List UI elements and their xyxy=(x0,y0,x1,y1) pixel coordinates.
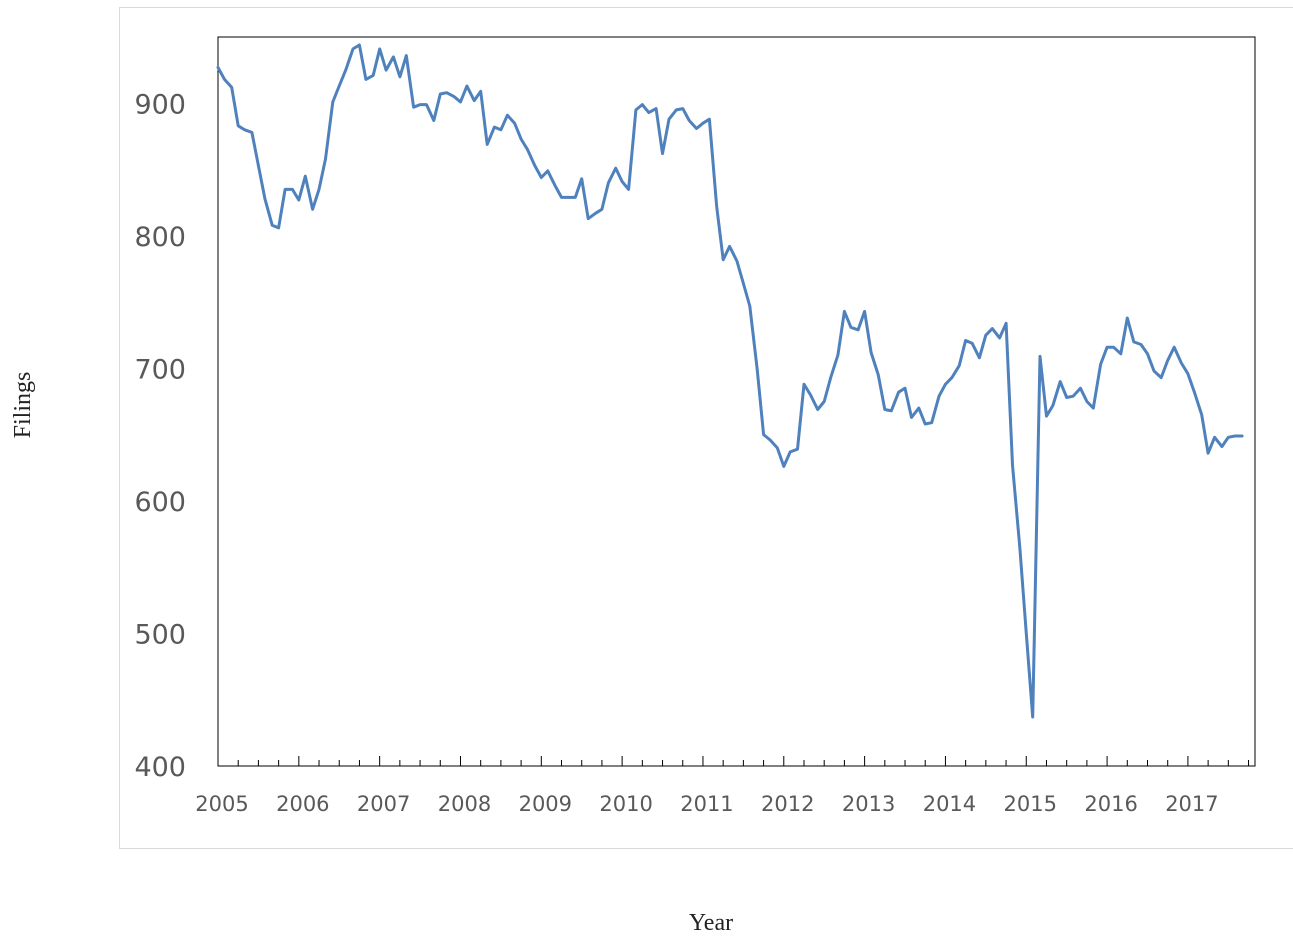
x-tick-label: 2008 xyxy=(438,792,491,816)
x-axis-title: Year xyxy=(689,910,733,936)
x-tick-label: 2009 xyxy=(519,792,572,816)
plot-area-border xyxy=(217,36,1256,767)
x-tick-label: 2006 xyxy=(276,792,329,816)
y-tick-label: 900 xyxy=(134,89,186,120)
filings-series-line xyxy=(216,43,1244,719)
y-axis-tick-labels: 400 500 600 700 800 900 xyxy=(134,89,186,783)
x-tick-label: 2015 xyxy=(1004,792,1057,816)
x-tick-label: 2010 xyxy=(599,792,652,816)
y-tick-label: 500 xyxy=(134,619,186,650)
x-tick-label: 2013 xyxy=(842,792,895,816)
x-tick-label: 2005 xyxy=(195,792,248,816)
y-axis-title: Filings xyxy=(10,372,36,439)
y-tick-label: 400 xyxy=(134,752,186,783)
x-axis-ticks xyxy=(217,756,1250,766)
y-tick-label: 600 xyxy=(134,487,186,518)
y-tick-label: 800 xyxy=(134,222,186,253)
x-axis-tick-labels: 2005 2006 2007 2008 2009 2010 2011 2012 2013 2014… xyxy=(195,792,1218,816)
chart-area xyxy=(119,7,1293,849)
x-tick-label: 2016 xyxy=(1084,792,1137,816)
x-tick-label: 2012 xyxy=(761,792,814,816)
x-tick-label: 2011 xyxy=(680,792,733,816)
x-tick-label: 2017 xyxy=(1165,792,1218,816)
y-tick-label: 700 xyxy=(134,354,186,385)
x-tick-label: 2014 xyxy=(923,792,976,816)
x-tick-label: 2007 xyxy=(357,792,410,816)
